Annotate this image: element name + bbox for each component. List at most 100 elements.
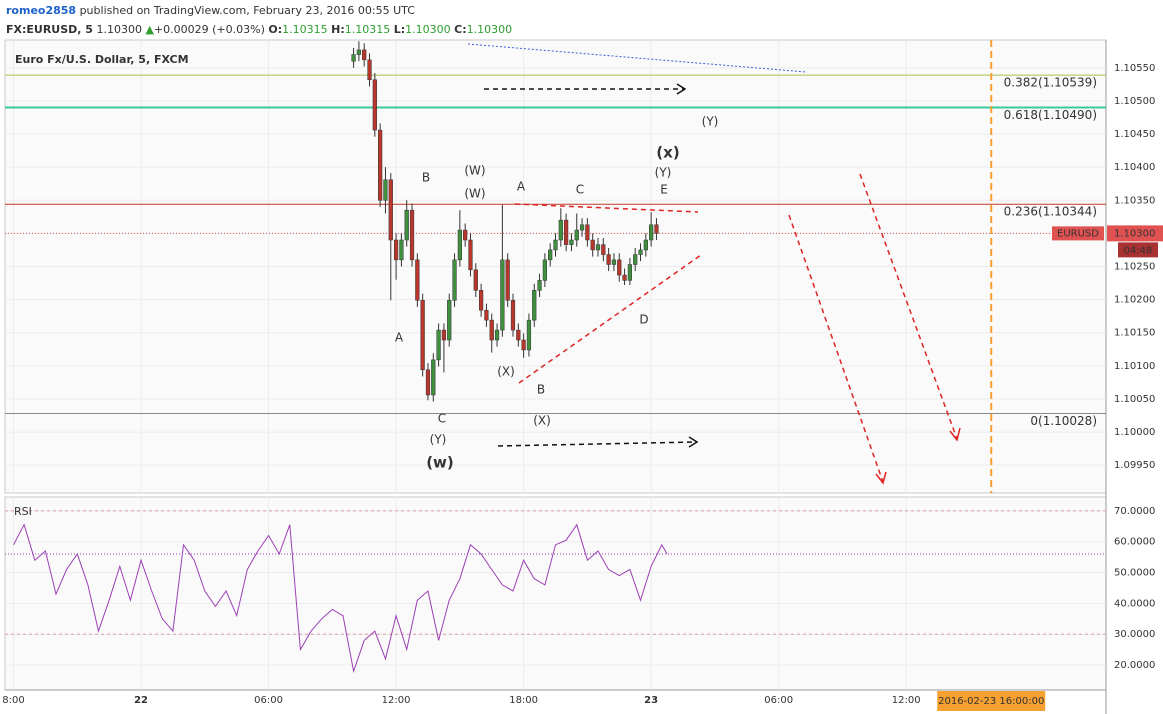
- candle-body: [532, 290, 537, 321]
- candle-body: [494, 329, 500, 341]
- trend-line: [514, 203, 699, 213]
- grid: [5, 40, 1106, 690]
- countdown-box: [1118, 242, 1158, 258]
- wave-label: (W): [464, 164, 485, 178]
- candle-body: [633, 254, 638, 265]
- y-tick-label: 1.10550: [1114, 63, 1155, 74]
- candle-body: [362, 49, 367, 61]
- wave-label: (X): [497, 365, 515, 379]
- open: 1.10315: [282, 23, 328, 36]
- price-box: [1107, 225, 1163, 242]
- arrow-head: [875, 471, 887, 485]
- price-tag: [1052, 226, 1104, 241]
- crosshair-label: 2016-02-23 16:00:00: [938, 696, 1044, 707]
- x-tick-label: 06:00: [764, 695, 793, 706]
- candle-body: [622, 274, 627, 281]
- high-label: H:: [331, 23, 345, 36]
- pane-title: RSI: [14, 505, 32, 518]
- wave-label: (w): [426, 454, 454, 472]
- candle-body: [574, 229, 579, 241]
- candle-body: [457, 229, 462, 261]
- trend-line: [467, 43, 807, 73]
- symbol-line: FX:EURUSD, 5 1.10300 ▲+0.00029 (+0.03%) …: [6, 23, 512, 36]
- candle-body: [505, 259, 510, 301]
- x-tick-label: 8:00: [2, 695, 24, 706]
- candle-body: [558, 219, 563, 241]
- candle-body: [393, 239, 399, 261]
- rsi-line: [13, 523, 668, 674]
- candle-body: [372, 79, 377, 131]
- y-tick-label: 1.10450: [1114, 129, 1155, 140]
- candle-body: [431, 359, 436, 396]
- wave-label: B: [537, 383, 545, 397]
- y-tick-label: 70.0000: [1114, 506, 1155, 517]
- y-tick-label: 30.0000: [1114, 629, 1155, 640]
- arrow: [788, 214, 884, 483]
- candle-body: [409, 209, 415, 261]
- trend-line: [518, 254, 702, 384]
- candle-body: [638, 249, 643, 255]
- wave-label: D: [639, 313, 648, 327]
- candle-body: [585, 224, 590, 241]
- low-label: L:: [394, 23, 405, 36]
- y-tick-label: 20.0000: [1114, 660, 1155, 671]
- y-tick-label: 1.10500: [1114, 96, 1155, 107]
- candle-body: [611, 259, 617, 265]
- candle-body: [569, 239, 574, 245]
- candle-body: [388, 179, 393, 241]
- candle-body: [516, 329, 521, 341]
- fib-label: 0.618(1.10490): [1004, 108, 1097, 122]
- candle-body: [627, 264, 633, 281]
- candle-body: [420, 300, 425, 371]
- candle-body: [404, 209, 409, 241]
- wave-label: A: [395, 331, 404, 345]
- rsi-pane: [4, 496, 1107, 691]
- countdown: 04:48: [1124, 245, 1153, 256]
- y-tick-label: 1.10050: [1114, 394, 1155, 405]
- candle-body: [510, 300, 516, 331]
- candle-body: [537, 280, 542, 291]
- candle-body: [452, 259, 457, 301]
- y-tick-label: 1.09950: [1114, 460, 1155, 471]
- candle-body: [489, 319, 494, 341]
- candle-body: [484, 309, 489, 321]
- y-tick-label: 1.10400: [1114, 162, 1155, 173]
- candle-body: [399, 239, 404, 261]
- wave-label: E: [660, 183, 668, 197]
- candle-body: [356, 49, 362, 55]
- fib-label: 0.236(1.10344): [1004, 205, 1097, 219]
- candle-body: [579, 224, 585, 231]
- pane-title: Euro Fx/U.S. Dollar, 5, FXCM: [15, 53, 189, 66]
- header-line: romeo2858 published on TradingView.com, …: [6, 4, 415, 17]
- wave-label: A: [517, 180, 526, 194]
- candle-body: [383, 179, 388, 201]
- wave-label: B: [422, 171, 430, 185]
- x-tick-label: 23: [644, 695, 658, 706]
- wave-label: (W): [464, 187, 485, 201]
- crosshair-box: [937, 691, 1046, 711]
- y-tick-label: 1.10100: [1114, 361, 1155, 372]
- y-tick-label: 1.10000: [1114, 427, 1155, 438]
- y-tick-label: 50.0000: [1114, 568, 1155, 579]
- candle-body: [463, 229, 468, 241]
- fib-label: 0(1.10028): [1030, 414, 1097, 428]
- y-tick-label: 1.10350: [1114, 195, 1155, 206]
- candle-body: [595, 244, 601, 251]
- price-tag-text: EURUSD: [1057, 228, 1099, 239]
- arrow-head: [688, 436, 699, 448]
- fib-label: 0.382(1.10539): [1004, 76, 1097, 90]
- x-tick-label: 06:00: [254, 695, 283, 706]
- wave-labels: (Y) (x) (Y) E C A (W) (W) B A C (Y) (w) …: [395, 115, 718, 472]
- candle-body: [425, 369, 431, 396]
- low: 1.10300: [405, 23, 451, 36]
- candle-body: [351, 54, 356, 62]
- candle-body: [526, 319, 532, 351]
- arrow: ▲: [145, 23, 154, 36]
- levels: [5, 40, 1106, 635]
- candle-body: [500, 259, 505, 331]
- candle-body: [447, 300, 452, 341]
- user[interactable]: romeo2858: [6, 4, 76, 17]
- change: +0.00029 (+0.03%): [154, 23, 265, 36]
- wave-label: (X): [533, 414, 551, 428]
